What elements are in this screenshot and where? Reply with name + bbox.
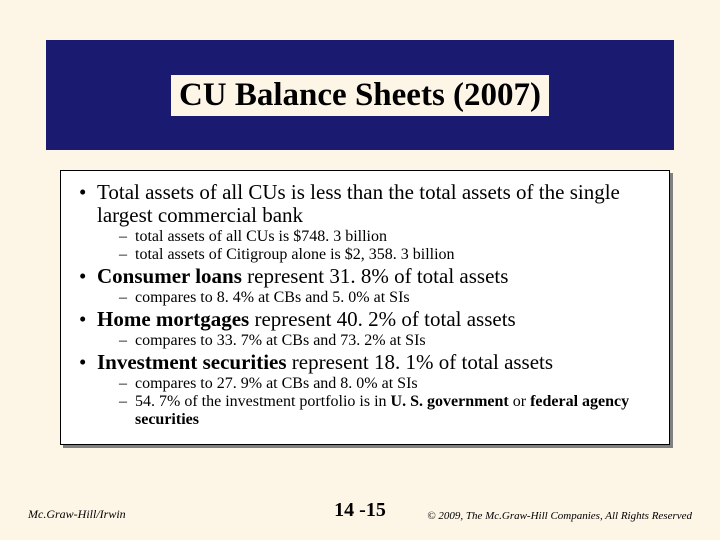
bullet-item: Consumer loans represent 31. 8% of total… bbox=[77, 265, 653, 307]
bullet-item: Total assets of all CUs is less than the… bbox=[77, 181, 653, 264]
page-number: 14 -15 bbox=[334, 499, 386, 522]
sub-list: compares to 8. 4% at CBs and 5. 0% at SI… bbox=[97, 289, 653, 307]
bullet-list: Total assets of all CUs is less than the… bbox=[77, 181, 653, 429]
slide: CU Balance Sheets (2007) Total assets of… bbox=[0, 0, 720, 540]
footer-left: Mc.Graw-Hill/Irwin bbox=[28, 507, 334, 522]
title-bar: CU Balance Sheets (2007) bbox=[46, 40, 674, 150]
slide-title: CU Balance Sheets (2007) bbox=[171, 75, 549, 116]
sub-item: total assets of Citigroup alone is $2, 3… bbox=[97, 246, 653, 264]
sub-list: compares to 33. 7% at CBs and 73. 2% at … bbox=[97, 332, 653, 350]
sub-item: total assets of all CUs is $748. 3 billi… bbox=[97, 228, 653, 246]
footer-right: © 2009, The Mc.Graw-Hill Companies, All … bbox=[386, 510, 692, 522]
sub-list: total assets of all CUs is $748. 3 billi… bbox=[97, 228, 653, 264]
sub-item: 54. 7% of the investment portfolio is in… bbox=[97, 393, 653, 429]
sub-item: compares to 33. 7% at CBs and 73. 2% at … bbox=[97, 332, 653, 350]
sub-list: compares to 27. 9% at CBs and 8. 0% at S… bbox=[97, 375, 653, 429]
footer: Mc.Graw-Hill/Irwin 14 -15 © 2009, The Mc… bbox=[0, 499, 720, 522]
content-box: Total assets of all CUs is less than the… bbox=[60, 170, 670, 445]
bullet-text: Consumer loans represent 31. 8% of total… bbox=[97, 264, 508, 288]
bullet-item: Home mortgages represent 40. 2% of total… bbox=[77, 308, 653, 350]
bullet-item: Investment securities represent 18. 1% o… bbox=[77, 351, 653, 429]
sub-item: compares to 8. 4% at CBs and 5. 0% at SI… bbox=[97, 289, 653, 307]
bullet-text: Total assets of all CUs is less than the… bbox=[97, 180, 620, 227]
bullet-text: Investment securities represent 18. 1% o… bbox=[97, 350, 553, 374]
sub-item: compares to 27. 9% at CBs and 8. 0% at S… bbox=[97, 375, 653, 393]
bullet-text: Home mortgages represent 40. 2% of total… bbox=[97, 307, 516, 331]
